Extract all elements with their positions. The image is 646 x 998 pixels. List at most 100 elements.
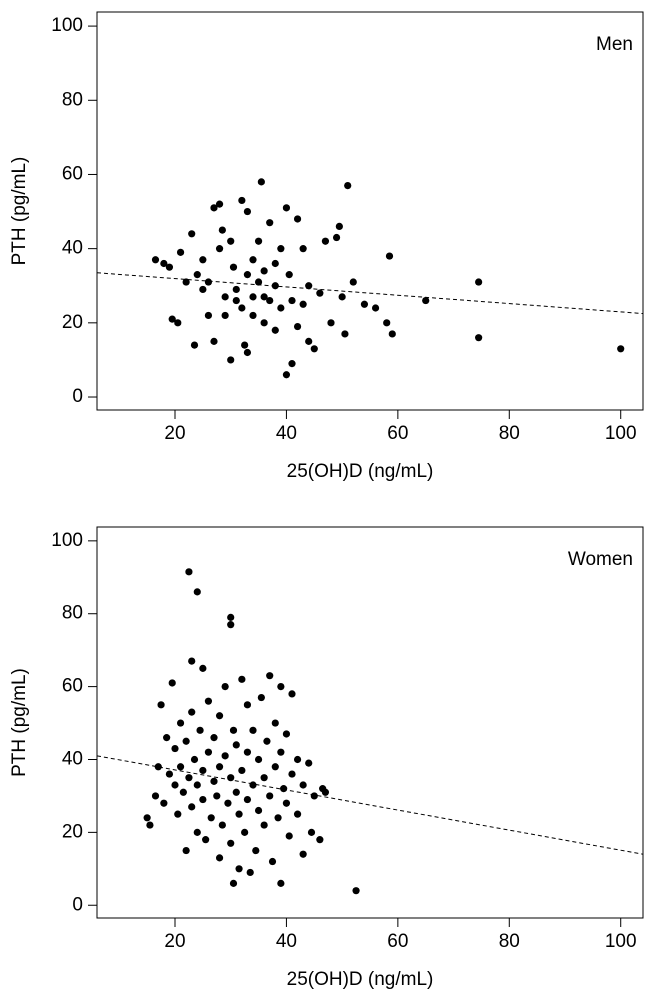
point — [310, 792, 318, 800]
point — [176, 719, 185, 727]
point — [215, 200, 224, 208]
point — [246, 868, 254, 877]
point — [168, 679, 176, 687]
point — [210, 337, 218, 345]
y-axis-label: PTH (pg/mL) — [9, 157, 30, 266]
point — [182, 846, 190, 855]
point — [344, 181, 352, 190]
x-tick-label: 100 — [605, 423, 637, 444]
point — [193, 588, 201, 596]
point — [299, 300, 307, 308]
point — [243, 701, 252, 709]
point — [229, 726, 238, 734]
point — [260, 821, 268, 829]
point — [249, 726, 257, 734]
y-tick-label: 100 — [51, 15, 83, 36]
point — [260, 774, 268, 782]
point — [188, 708, 196, 716]
point — [285, 832, 293, 840]
point — [171, 781, 179, 789]
point — [204, 748, 213, 756]
point — [160, 799, 168, 807]
point — [307, 828, 316, 836]
point — [243, 271, 252, 279]
point — [299, 245, 307, 253]
point — [185, 774, 193, 782]
point — [188, 803, 196, 811]
point — [224, 799, 232, 807]
point — [157, 701, 165, 709]
x-tick-label: 20 — [164, 931, 185, 952]
point — [238, 304, 246, 312]
point — [243, 795, 252, 804]
point — [249, 256, 257, 264]
point — [143, 814, 151, 822]
y-tick-label: 20 — [62, 312, 83, 333]
point — [215, 854, 224, 862]
point — [385, 252, 394, 260]
trend-line — [96, 755, 644, 855]
point — [218, 226, 226, 234]
point — [243, 207, 252, 216]
point — [176, 248, 185, 256]
point — [229, 879, 238, 887]
point — [235, 810, 243, 818]
point — [277, 683, 285, 691]
point — [204, 311, 213, 320]
point — [305, 759, 313, 767]
point — [238, 766, 246, 775]
point — [229, 263, 238, 271]
point — [179, 788, 187, 796]
point — [285, 271, 293, 279]
x-tick-label: 100 — [605, 931, 637, 952]
point — [238, 196, 246, 205]
point — [182, 737, 190, 745]
point — [266, 219, 274, 227]
point — [288, 690, 296, 698]
point — [227, 237, 235, 245]
point — [199, 664, 207, 672]
point — [383, 319, 391, 327]
point — [282, 371, 291, 379]
point — [215, 712, 224, 720]
point — [257, 693, 265, 702]
point — [299, 781, 307, 789]
point — [327, 319, 335, 327]
point — [288, 360, 296, 368]
point — [215, 245, 224, 253]
point — [199, 766, 207, 775]
y-axis-label: PTH (pg/mL) — [9, 668, 30, 777]
point — [388, 330, 396, 338]
y-tick-label: 0 — [72, 894, 83, 915]
point — [310, 345, 318, 353]
x-axis-label: 25(OH)D (ng/mL) — [287, 461, 434, 482]
point — [274, 814, 282, 822]
point — [352, 887, 360, 895]
point — [260, 293, 268, 301]
point — [268, 857, 277, 866]
point — [316, 289, 324, 297]
y-tick-label: 80 — [62, 89, 83, 110]
point — [190, 755, 199, 764]
plot-frame — [96, 11, 644, 411]
point — [165, 770, 174, 778]
point — [199, 256, 207, 264]
point — [210, 204, 218, 212]
point — [254, 278, 263, 286]
y-tick-label: 60 — [62, 163, 83, 184]
trend-line — [96, 272, 644, 315]
point — [243, 748, 252, 756]
point — [349, 278, 357, 286]
point — [263, 737, 271, 745]
point — [193, 271, 201, 279]
point — [232, 296, 240, 305]
x-tick-label: 80 — [499, 931, 520, 952]
point — [282, 799, 291, 807]
point — [151, 256, 160, 264]
y-tick-label: 80 — [62, 603, 83, 624]
point — [227, 839, 235, 847]
point — [154, 763, 162, 771]
plot-frame — [96, 526, 644, 919]
panel-label: Men — [596, 34, 633, 55]
